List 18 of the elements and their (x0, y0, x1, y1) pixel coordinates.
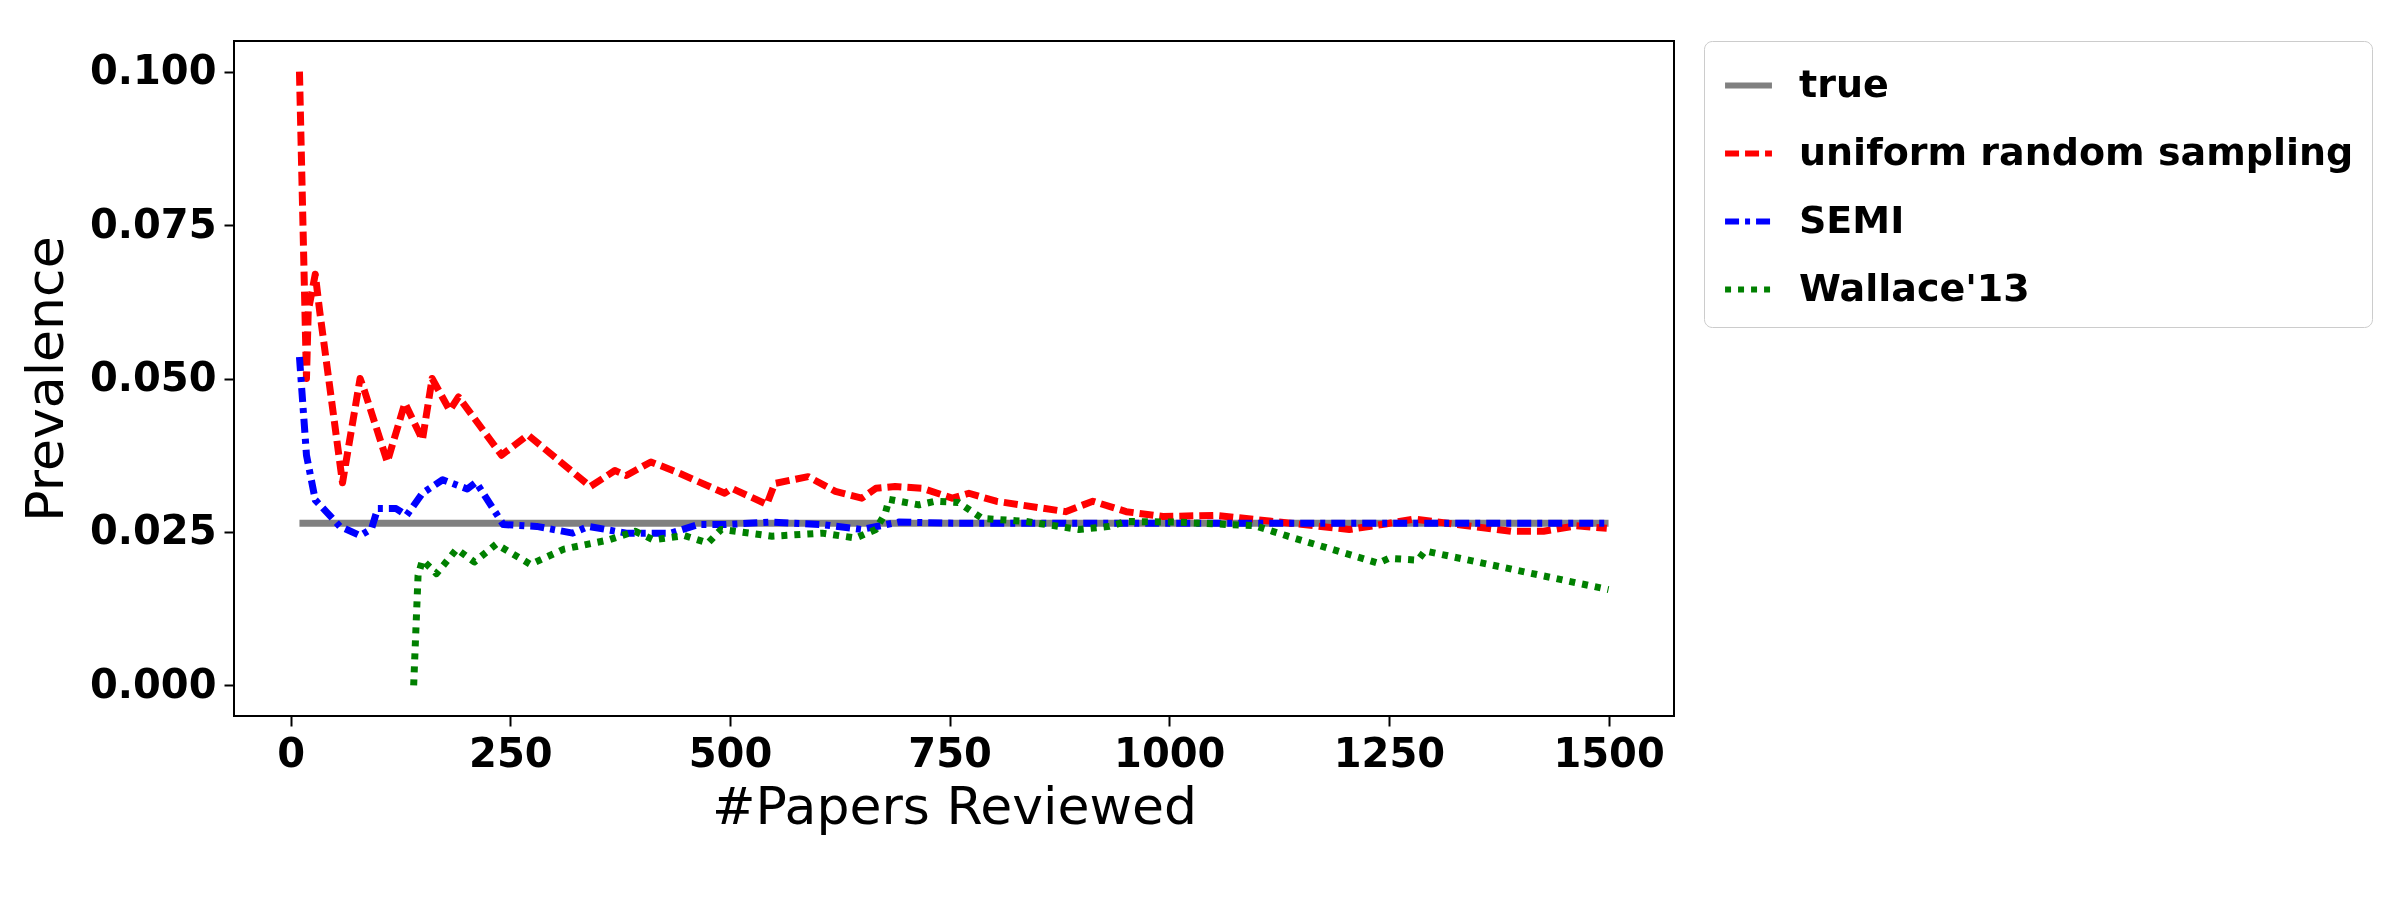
y-tick-label: 0.025 (89, 507, 217, 554)
x-tick-label: 750 (908, 729, 992, 776)
x-tick-label: 0 (277, 729, 306, 776)
legend-label: SEMI (1799, 197, 1905, 242)
legend-label: Wallace'13 (1799, 265, 2030, 310)
y-tick-label: 0.000 (89, 660, 217, 707)
legend-label: true (1799, 61, 1889, 106)
legend-label: uniform random sampling (1799, 129, 2354, 174)
y-tick-label: 0.100 (89, 47, 217, 94)
y-tick-label: 0.050 (89, 354, 217, 400)
y-axis-title: Prevalence (14, 236, 75, 522)
x-tick-label: 1500 (1553, 729, 1665, 776)
x-tick-label: 250 (469, 729, 553, 776)
x-tick-label: 500 (688, 729, 773, 776)
x-tick-label: 1250 (1333, 729, 1446, 776)
y-tick-label: 0.075 (89, 200, 217, 247)
x-axis-title: #Papers Reviewed (712, 775, 1197, 836)
x-tick-label: 1000 (1114, 729, 1226, 776)
